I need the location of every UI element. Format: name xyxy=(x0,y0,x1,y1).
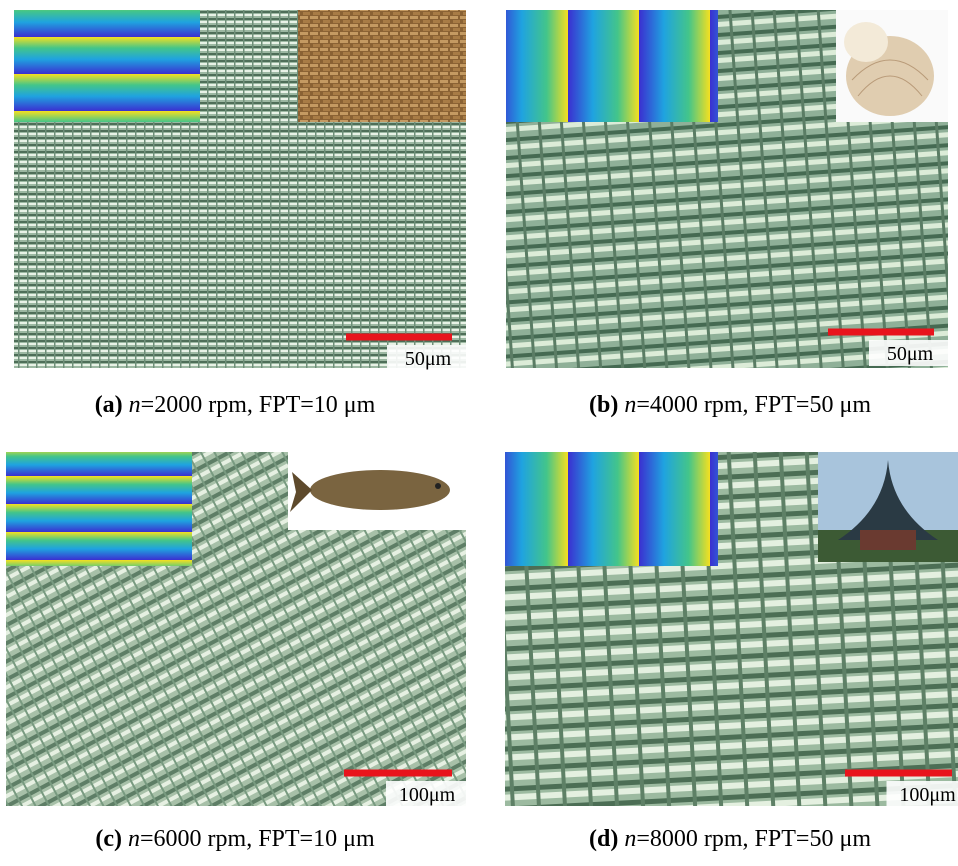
figure: 50μm(a) n=2000 rpm, FPT=10 μm50μm(b) n=4… xyxy=(0,0,958,866)
page: 50μm(a) n=2000 rpm, FPT=10 μm50μm(b) n=4… xyxy=(0,0,958,866)
panel-label: (b) xyxy=(589,392,618,418)
colormap-inset xyxy=(506,10,718,122)
inset-photo xyxy=(298,10,466,122)
caption: (d) n=8000 rpm, FPT=50 μm xyxy=(589,826,871,852)
caption-variable: n xyxy=(129,392,141,418)
colormap-inset xyxy=(14,10,200,122)
caption-text: =6000 rpm, FPT=10 μm xyxy=(140,826,375,852)
colormap-inset xyxy=(505,452,718,566)
caption: (c) n=6000 rpm, FPT=10 μm xyxy=(95,826,375,852)
scale-label: 50μm xyxy=(887,343,934,365)
panel-label: (c) xyxy=(95,826,122,852)
caption-text: =8000 rpm, FPT=50 μm xyxy=(636,826,871,852)
panel-label: (a) xyxy=(95,392,123,418)
caption-text: =2000 rpm, FPT=10 μm xyxy=(141,392,376,418)
colormap-inset xyxy=(6,452,192,566)
caption-variable: n xyxy=(624,392,636,418)
inset-photo xyxy=(818,452,958,562)
inset-photo xyxy=(288,452,466,530)
panel-label: (d) xyxy=(589,826,618,852)
caption-variable: n xyxy=(128,826,140,852)
caption: (a) n=2000 rpm, FPT=10 μm xyxy=(95,392,376,418)
caption-text: =4000 rpm, FPT=50 μm xyxy=(636,392,871,418)
inset-photo xyxy=(836,10,948,122)
caption-variable: n xyxy=(624,826,636,852)
scale-label: 50μm xyxy=(405,348,452,370)
scale-label: 100μm xyxy=(899,784,956,806)
scale-label: 100μm xyxy=(399,784,456,806)
caption: (b) n=4000 rpm, FPT=50 μm xyxy=(589,392,871,418)
